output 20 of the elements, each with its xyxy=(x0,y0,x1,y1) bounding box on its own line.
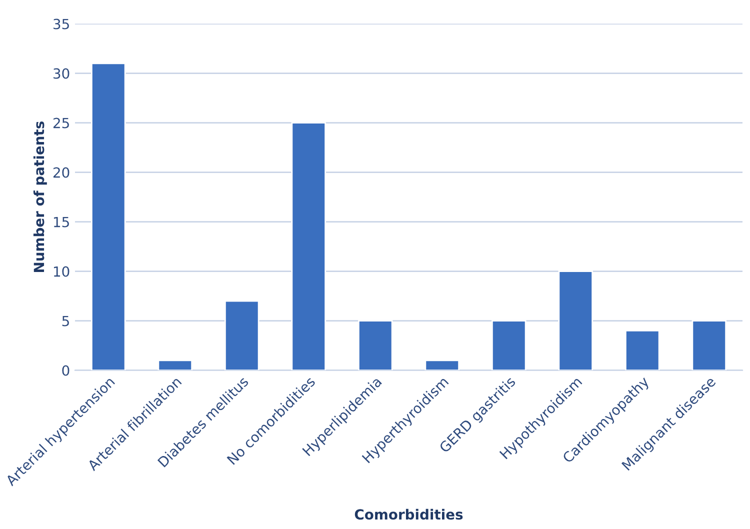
y-tick-label: 35 xyxy=(54,18,69,30)
bar xyxy=(224,300,260,370)
bar xyxy=(424,360,460,370)
y-tick-label: 0 xyxy=(62,365,70,376)
y-tick-label: 30 xyxy=(54,68,70,79)
bar xyxy=(558,270,594,370)
y-axis-title: Number of patients xyxy=(33,122,47,272)
y-tick-label: 10 xyxy=(54,266,70,277)
y-tick-label: 20 xyxy=(53,167,70,178)
bar xyxy=(90,62,126,370)
bar xyxy=(291,122,326,370)
y-tick-label: 5 xyxy=(62,316,69,326)
x-axis-title: Comorbidities xyxy=(354,508,463,520)
y-tick-label: 15 xyxy=(54,216,69,228)
bar xyxy=(358,320,393,370)
bar xyxy=(692,320,727,370)
y-tick-label: 25 xyxy=(53,118,69,128)
bar xyxy=(158,360,193,370)
bar xyxy=(624,330,660,370)
bar xyxy=(491,320,526,370)
